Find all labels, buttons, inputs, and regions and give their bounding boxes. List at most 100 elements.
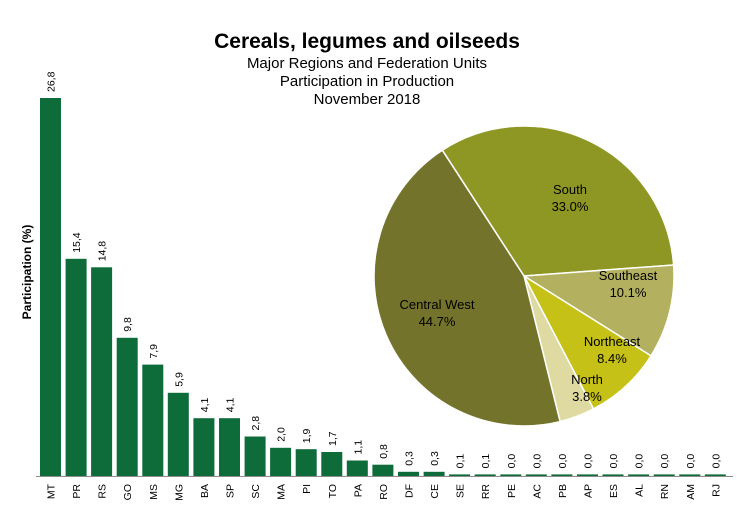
data-label-BA: 4,1 <box>199 397 211 412</box>
pie-slice-central-west <box>373 149 561 427</box>
data-label-PB: 0,0 <box>557 454 569 469</box>
bar-series: 26,8 MT 15,4 PR 14,8 RS 9,8 GO 7,9 MS 5,9 MG 4,1 BA 4,… <box>36 71 733 501</box>
data-label-GO: 9,8 <box>122 317 134 332</box>
bar-PR <box>65 258 87 476</box>
data-label-PA: 1,1 <box>352 440 364 455</box>
data-label-TO: 1,7 <box>327 431 339 446</box>
x-tick-RO: RO <box>378 484 390 500</box>
x-tick-PE: PE <box>506 484 518 498</box>
x-tick-CE: CE <box>429 484 441 499</box>
bar-MS <box>142 364 164 476</box>
x-tick-AL: AL <box>634 484 646 497</box>
bar-AM <box>679 474 701 476</box>
x-tick-RJ: RJ <box>710 484 722 497</box>
bar-AC <box>525 474 547 476</box>
x-tick-AC: AC <box>531 484 543 499</box>
pie-label-north: North <box>571 372 603 387</box>
data-label-PR: 15,4 <box>71 232 83 253</box>
bar-RO <box>372 464 394 476</box>
bar-MA <box>270 447 292 476</box>
data-label-SP: 4,1 <box>225 397 237 412</box>
data-label-MA: 2,0 <box>276 427 288 442</box>
pie-value-south: 33.0% <box>552 199 589 214</box>
data-label-AL: 0,0 <box>634 454 646 469</box>
bar-SC <box>244 436 266 476</box>
bar-PE <box>500 474 522 476</box>
x-tick-BA: BA <box>199 484 211 498</box>
bar-DF <box>398 471 419 476</box>
x-tick-TO: TO <box>327 484 339 498</box>
data-label-RO: 0,8 <box>378 444 390 459</box>
data-label-SE: 0,1 <box>455 454 467 469</box>
data-label-RN: 0,0 <box>659 454 671 469</box>
bar-MG <box>167 392 189 476</box>
data-label-DF: 0,3 <box>404 451 416 466</box>
pie-value-central-west: 44.7% <box>419 314 456 329</box>
x-tick-PI: PI <box>301 484 313 494</box>
data-label-PI: 1,9 <box>301 428 313 443</box>
pie-slice-southeast <box>521 264 675 357</box>
x-tick-MS: MS <box>148 484 160 500</box>
x-tick-PR: PR <box>71 484 83 499</box>
x-tick-SC: SC <box>250 484 262 499</box>
data-label-ES: 0,0 <box>608 454 620 469</box>
chart-subtitle-line-2: Participation in Production <box>280 73 454 90</box>
bar-MT <box>40 98 61 476</box>
data-label-PE: 0,0 <box>506 454 518 469</box>
pie-label-south: South <box>553 182 587 197</box>
bar-RN <box>653 474 675 476</box>
x-tick-SE: SE <box>455 484 467 498</box>
bar-BA <box>193 418 215 476</box>
bar-CE <box>423 471 445 476</box>
bar-SP <box>219 418 240 476</box>
data-label-AP: 0,0 <box>583 454 595 469</box>
data-label-MG: 5,9 <box>173 372 185 387</box>
chart-subtitle-line-1: Major Regions and Federation Units <box>247 55 487 72</box>
bar-GO <box>116 337 138 476</box>
bar-AL <box>628 474 650 476</box>
data-label-AM: 0,0 <box>685 454 697 469</box>
bar-PB <box>551 474 573 476</box>
data-label-AC: 0,0 <box>531 454 543 469</box>
pie-value-northeast: 8.4% <box>597 351 627 366</box>
bar-PA <box>346 460 368 476</box>
data-label-CE: 0,3 <box>429 451 441 466</box>
chart-title: Cereals, legumes and oilseeds <box>214 30 520 53</box>
bar-PI <box>295 449 317 476</box>
x-tick-PA: PA <box>352 484 364 497</box>
x-tick-MG: MG <box>173 484 185 501</box>
data-label-RJ: 0,0 <box>710 454 722 469</box>
pie-label-central-west: Central West <box>400 297 475 312</box>
x-tick-MA: MA <box>276 484 288 500</box>
x-tick-AP: AP <box>583 484 595 498</box>
chart-subtitle-line-3: November 2018 <box>314 91 421 108</box>
bar-RJ <box>704 474 726 476</box>
x-tick-RR: RR <box>480 484 492 500</box>
x-tick-AM: AM <box>685 484 697 500</box>
x-tick-ES: ES <box>608 484 620 498</box>
bar-TO <box>321 452 343 476</box>
x-tick-RN: RN <box>659 484 671 499</box>
data-label-SC: 2,8 <box>250 416 262 431</box>
bar-ES <box>602 474 624 476</box>
x-tick-SP: SP <box>225 484 237 498</box>
bar-SE <box>449 474 471 476</box>
bar-RS <box>91 267 113 476</box>
x-tick-RS: RS <box>97 484 109 499</box>
bar-RR <box>474 474 496 476</box>
y-axis-label: Participation (%) <box>20 225 34 320</box>
x-tick-MT: MT <box>46 483 58 499</box>
data-label-RR: 0,1 <box>480 454 492 469</box>
pie-label-northeast: Northeast <box>584 334 641 349</box>
x-tick-PB: PB <box>557 484 569 498</box>
pie-chart: South 33.0% Southeast 10.1% Northeast 8.4% Nor… <box>373 125 675 427</box>
x-tick-DF: DF <box>404 484 416 498</box>
data-label-RS: 14,8 <box>97 241 109 262</box>
data-label-MS: 7,9 <box>148 344 160 359</box>
pie-value-southeast: 10.1% <box>610 285 647 300</box>
bar-AP <box>577 474 598 476</box>
pie-label-southeast: Southeast <box>599 268 658 283</box>
pie-value-north: 3.8% <box>572 389 602 404</box>
